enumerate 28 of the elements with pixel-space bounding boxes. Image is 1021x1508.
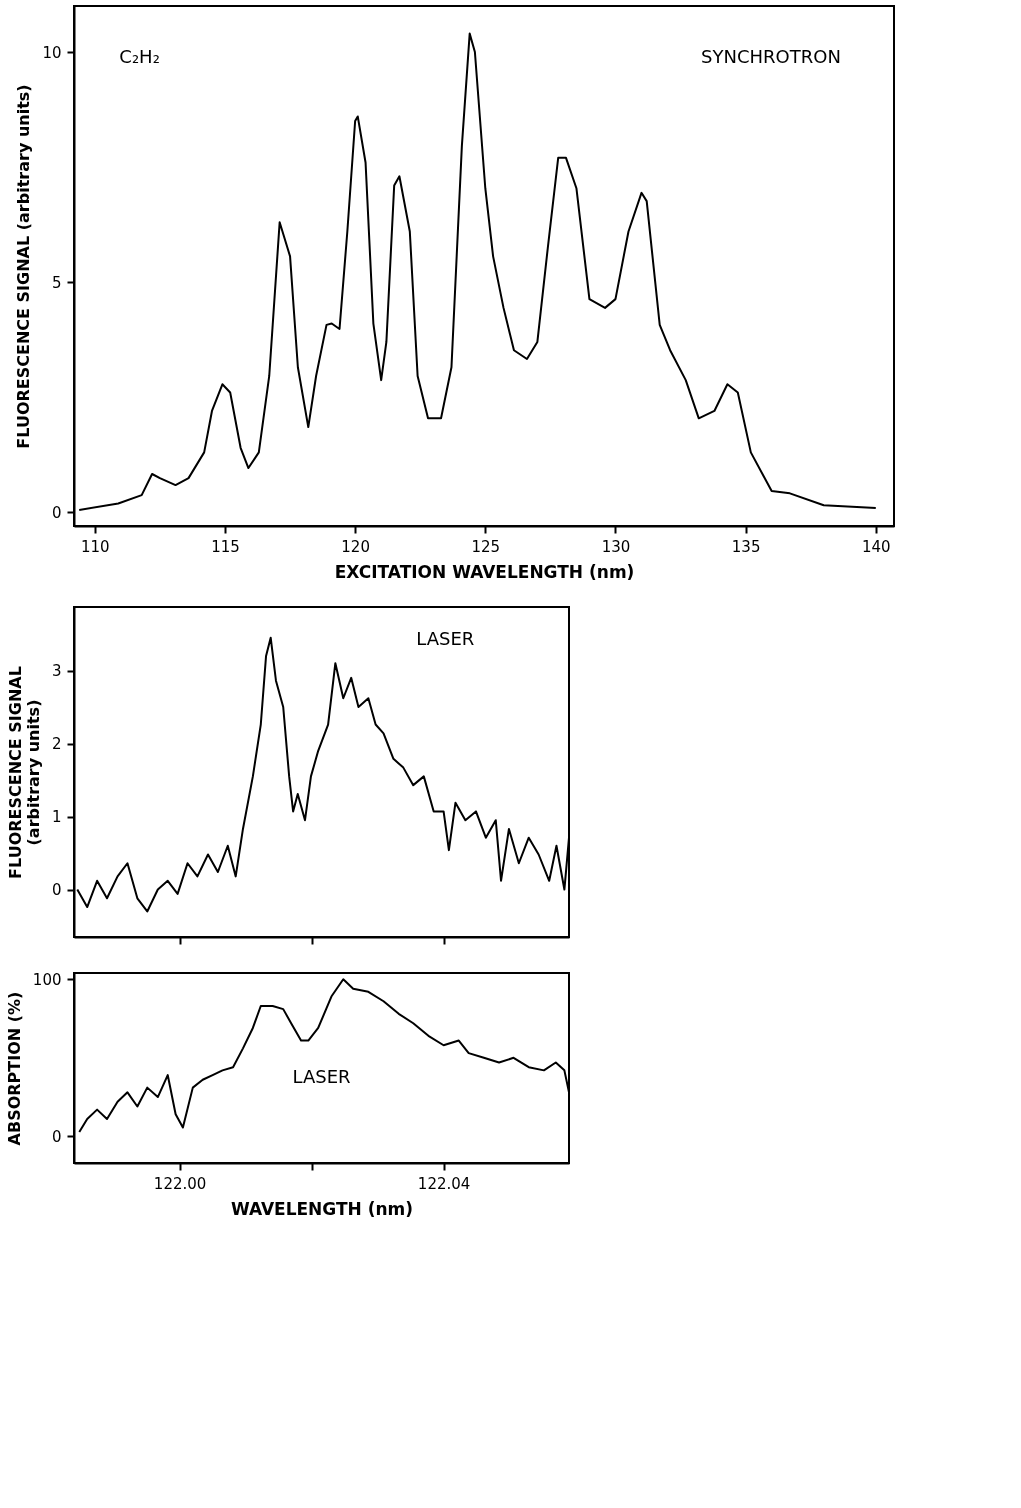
annotation: LASER	[292, 1065, 351, 1087]
x-tick-label: 115	[211, 537, 240, 556]
x-tick-label: 130	[601, 537, 631, 556]
x-tick-label: 140	[861, 537, 891, 556]
y-tick-label: 2	[51, 735, 62, 754]
y-tick-label: 0	[51, 503, 62, 522]
x-axis-title: EXCITATION WAVELENGTH (nm)	[334, 561, 635, 582]
y-tick-label: 1	[51, 808, 62, 827]
x-tick-label: 122.00	[153, 1174, 207, 1193]
y-tick-label: 0	[51, 881, 62, 900]
y-axis-title: FLUORESCENCE SIGNAL (arbitrary units)	[14, 84, 34, 449]
x-tick-label: 110	[81, 537, 110, 556]
x-tick-label: 135	[731, 537, 761, 556]
x-axis-title: WAVELENGTH (nm)	[230, 1198, 414, 1219]
y-tick-label: 100	[32, 970, 62, 989]
line-series	[78, 32, 877, 511]
y-tick-label: 3	[51, 662, 62, 681]
annotation: LASER	[416, 628, 475, 649]
x-tick-label: 122.04	[417, 1174, 471, 1193]
y-axis-title: FLUORESCENCE SIGNAL (arbitrary units)	[5, 666, 43, 879]
y-axis-title: ABSORPTION (%)	[4, 991, 24, 1146]
y-tick-label: 5	[51, 273, 62, 292]
annotation: C₂H₂	[119, 46, 160, 67]
x-tick-label: 120	[341, 537, 370, 556]
y-tick-label: 10	[42, 43, 62, 62]
y-tick-label: 0	[51, 1127, 62, 1146]
annotation: SYNCHROTRON	[701, 46, 841, 67]
x-tick-label: 125	[471, 537, 501, 556]
